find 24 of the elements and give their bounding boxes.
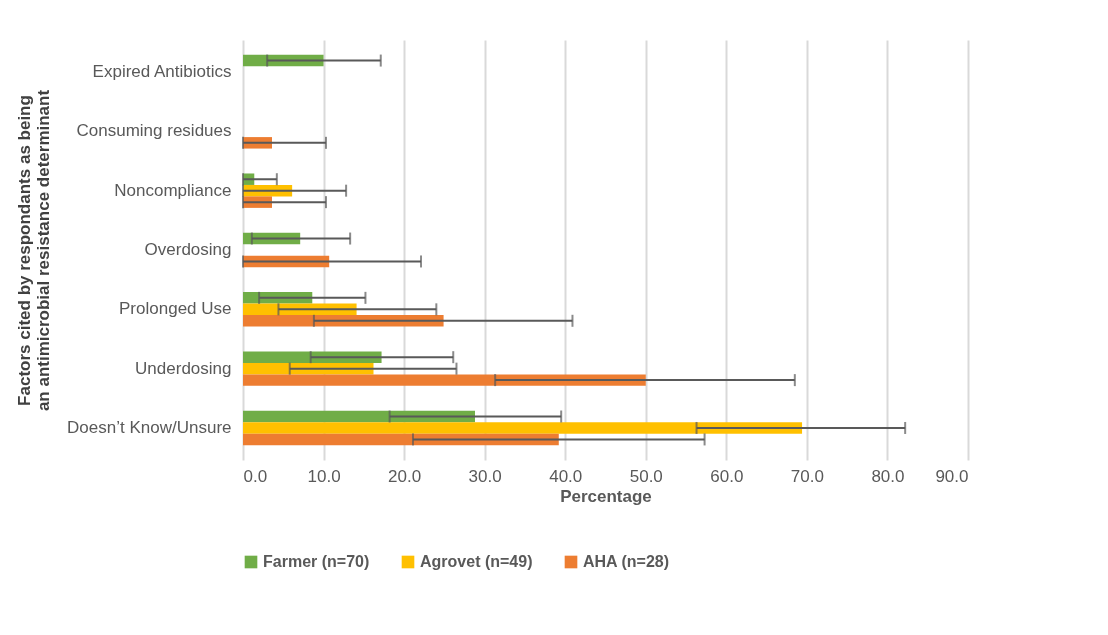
x-tick-label: 50.0 bbox=[629, 466, 663, 486]
x-tick-label: 10.0 bbox=[307, 466, 341, 486]
x-tick-label: 60.0 bbox=[710, 466, 744, 486]
y-tick-label: Expired Antibiotics bbox=[92, 62, 232, 82]
legend-label: Agrovet (n=49) bbox=[420, 553, 533, 570]
x-tick-label: 30.0 bbox=[468, 466, 502, 486]
y-axis-title: Factors cited by respondants as being an antimicrobial resistance determinant bbox=[15, 89, 54, 412]
y-tick-label: Doesn’t Know/Unsure bbox=[67, 417, 232, 437]
x-tick-label: 70.0 bbox=[790, 466, 824, 486]
x-axis-title: Percentage bbox=[560, 486, 652, 506]
y-tick-label: Overdosing bbox=[144, 240, 232, 259]
y-tick-label: Noncompliance bbox=[114, 180, 232, 200]
y-tick-label: Underdosing bbox=[135, 358, 232, 378]
x-tick-label: 90.0 bbox=[935, 466, 969, 486]
bar bbox=[243, 374, 646, 386]
x-tick-label: 20.0 bbox=[388, 466, 422, 486]
x-tick-label: 80.0 bbox=[871, 466, 905, 486]
legend-label: Farmer (n=70) bbox=[263, 553, 370, 570]
bar bbox=[243, 422, 803, 434]
x-tick-label: 40.0 bbox=[549, 466, 583, 486]
y-tick-label: Consuming residues bbox=[76, 121, 232, 141]
y-tick-label: Prolonged Use bbox=[119, 299, 232, 319]
x-tick-label: 0.0 bbox=[243, 466, 268, 486]
legend-label: AHA (n=28) bbox=[583, 553, 670, 570]
